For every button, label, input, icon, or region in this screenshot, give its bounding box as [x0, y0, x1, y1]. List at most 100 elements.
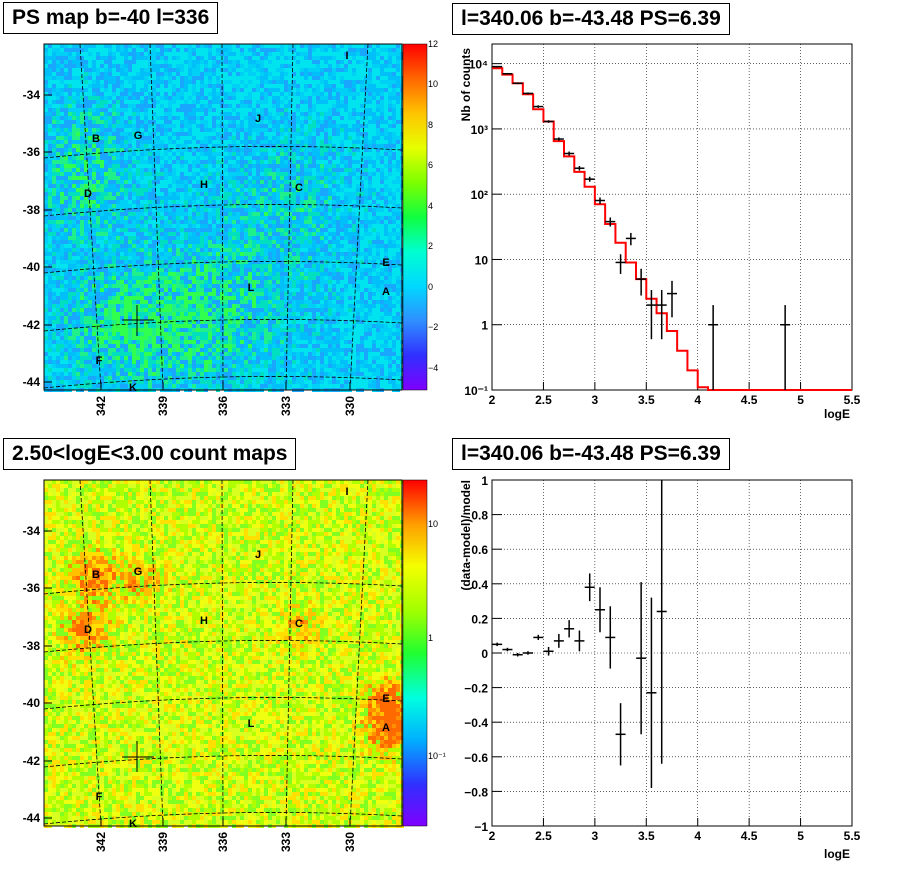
spectrum-x-tick-label: 2 — [489, 393, 496, 407]
spectrum-x-tick-label: 5 — [797, 393, 804, 407]
colorbar-tick-label: 8 — [428, 120, 433, 130]
spectrum-y-tick-label: 10² — [471, 188, 488, 202]
model-step-line — [492, 67, 852, 391]
lon-tick-label: 333 — [279, 396, 293, 416]
residual-y-tick-label: 0.8 — [471, 509, 488, 523]
source-label-I: I — [345, 50, 348, 62]
ps-map-cross-marker — [122, 305, 154, 336]
residual-y-tick-label: 0.2 — [471, 612, 488, 626]
lat-tick-label: -40 — [23, 260, 41, 274]
ps-map-colorbar — [402, 43, 428, 391]
spectrum-x-tick-label: 3 — [592, 393, 599, 407]
spectrum-title: l=340.06 b=-43.48 PS=6.39 — [452, 3, 730, 35]
ps-map: I J B G D H C E A L F K 12 10 8 6 4 2 0 −2 −4 -34 -36 -38 -40 -… — [23, 39, 439, 416]
source-label-C: C — [295, 618, 303, 630]
lon-tick-label: 339 — [156, 832, 170, 852]
spectrum-x-tick-label: 5.5 — [844, 393, 861, 407]
residual-x-tick-label: 3.5 — [638, 829, 655, 843]
residual-y-tick-label: −0.6 — [464, 751, 488, 765]
residual-y-tick-label: 1 — [481, 474, 488, 488]
spectrum-ylabel: Nb of counts — [459, 48, 473, 122]
source-label-I: I — [345, 486, 348, 498]
colorbar-tick-label: 2 — [428, 241, 433, 251]
lon-tick-label: 339 — [156, 396, 170, 416]
lat-tick-label: -40 — [23, 696, 41, 710]
count-map-colorbar — [402, 479, 428, 827]
lat-tick-label: -42 — [23, 754, 41, 768]
source-label-J: J — [255, 549, 261, 561]
ps-map-coordinate-grid — [43, 43, 403, 391]
lat-tick-label: -34 — [23, 524, 41, 538]
colorbar-tick-label: −4 — [428, 363, 438, 373]
colorbar-tick-label: 4 — [428, 201, 433, 211]
residual-y-tick-label: −0.8 — [464, 785, 488, 799]
source-label-G: G — [134, 130, 143, 142]
source-label-E: E — [382, 257, 389, 269]
residual-x-tick-label: 5 — [797, 829, 804, 843]
source-label-E: E — [382, 693, 389, 705]
residual-title: l=340.06 b=-43.48 PS=6.39 — [452, 438, 730, 470]
colorbar-tick-label: 6 — [428, 160, 433, 170]
source-label-A: A — [382, 286, 390, 298]
lon-tick-label: 330 — [343, 832, 357, 852]
source-label-K: K — [129, 382, 137, 394]
residual-x-tick-label: 2 — [489, 829, 496, 843]
residual-y-tick-label: 0.4 — [471, 578, 488, 592]
residual-x-tick-label: 4.5 — [741, 829, 758, 843]
count-map: I J B G D H C E A L F K 10 1 10⁻¹ -34 -36 -38 -40 -42 -44 3… — [23, 479, 446, 852]
lat-tick-label: -38 — [23, 639, 41, 653]
source-label-J: J — [255, 113, 261, 125]
ps-map-title: PS map b=-40 l=336 — [3, 2, 219, 34]
source-label-K: K — [129, 818, 137, 830]
colorbar-tick-label: 10⁻¹ — [428, 751, 446, 761]
residual-y-tick-label: −1 — [474, 820, 488, 834]
spectrum-y-tick-label: 10⁴ — [469, 58, 488, 72]
source-label-F: F — [96, 791, 103, 803]
lat-tick-label: -36 — [23, 145, 41, 159]
colorbar-tick-label: 0 — [428, 282, 433, 292]
lon-tick-label: 336 — [216, 832, 230, 852]
lat-tick-label: -36 — [23, 581, 41, 595]
colorbar-tick-label: −2 — [428, 322, 438, 332]
count-map-cross-marker — [122, 741, 154, 772]
lat-tick-label: -34 — [23, 88, 41, 102]
colorbar-tick-label: 12 — [428, 39, 438, 49]
colorbar-tick-label: 1 — [428, 633, 433, 643]
count-map-title: 2.50<logE<3.00 count maps — [3, 438, 297, 470]
residual-y-tick-label: −0.2 — [464, 682, 488, 696]
residual-xlabel: logE — [824, 847, 850, 861]
spectrum-x-tick-label: 4.5 — [741, 393, 758, 407]
lon-tick-label: 342 — [94, 832, 108, 852]
source-label-H: H — [200, 179, 208, 191]
lat-tick-label: -42 — [23, 318, 41, 332]
source-label-F: F — [96, 355, 103, 367]
spectrum-x-tick-label: 2.5 — [535, 393, 552, 407]
colorbar-tick-label: 10 — [428, 519, 438, 529]
source-label-H: H — [200, 615, 208, 627]
source-label-D: D — [84, 624, 92, 636]
spectrum-x-tick-label: 4 — [694, 393, 701, 407]
source-label-B: B — [92, 569, 100, 581]
source-label-L: L — [248, 282, 255, 294]
source-label-D: D — [84, 188, 92, 200]
lon-tick-label: 342 — [94, 396, 108, 416]
lon-tick-label: 336 — [216, 396, 230, 416]
source-label-B: B — [92, 133, 100, 145]
residual-x-tick-label: 3 — [592, 829, 599, 843]
spectrum-y-tick-label: 1 — [481, 319, 488, 333]
lat-tick-label: -44 — [23, 811, 41, 825]
residual-x-tick-label: 5.5 — [844, 829, 861, 843]
source-label-G: G — [134, 566, 143, 578]
spectrum-xlabel: logE — [824, 407, 850, 421]
colorbar-tick-label: 10 — [428, 79, 438, 89]
lat-tick-label: -44 — [23, 375, 41, 389]
spectrum-y-tick-label: 10 — [475, 253, 489, 267]
source-label-A: A — [382, 722, 390, 734]
lat-tick-label: -38 — [23, 203, 41, 217]
count-map-coordinate-grid — [43, 479, 403, 827]
residual-x-tick-label: 2.5 — [535, 829, 552, 843]
source-label-C: C — [295, 182, 303, 194]
residual-y-tick-label: 0 — [481, 647, 488, 661]
source-label-L: L — [248, 718, 255, 730]
